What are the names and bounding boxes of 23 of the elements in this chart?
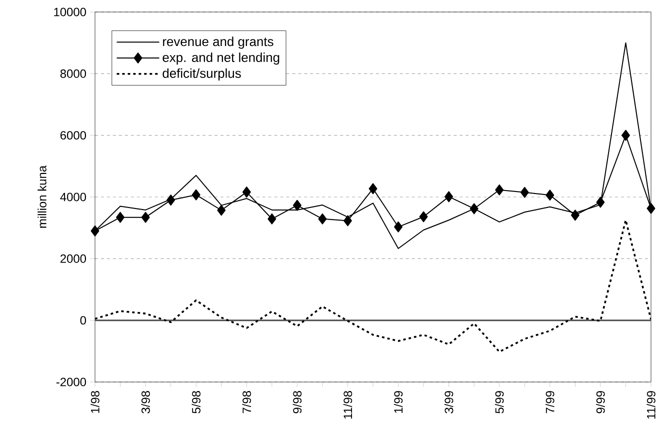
x-tick-label: 3/98 [141,391,150,414]
legend-label: exp. and net lending [162,52,280,65]
x-tick-label: 9/98 [292,391,302,414]
legend-label: revenue and grants [163,36,274,49]
x-tick-label: 11/99 [646,391,656,419]
x-tick-label: 11/98 [343,391,352,419]
x-tick-label: 3/99 [444,391,454,414]
legend-label: deficit/surplus [162,68,241,80]
x-tick-label: 7/99 [546,391,554,414]
x-tick-label: 1/99 [394,391,403,413]
y-tick-label: 2000 [60,254,86,263]
x-tick-label: 7/98 [242,391,252,414]
y-tick-label: 4000 [60,192,86,202]
y-tick-label: 10000 [54,8,86,16]
y-tick-label: 8000 [60,69,86,78]
y-tick-label: 0 [80,316,86,325]
x-tick-label: 5/99 [494,391,504,414]
y-tick-label: -2000 [56,378,86,386]
x-tick-label: 5/98 [192,391,200,414]
y-tick-label: 6000 [60,131,86,140]
x-tick-label: 9/99 [596,391,605,414]
x-tick-label: 1/98 [90,391,100,413]
y-axis-title: million kuna [38,165,46,228]
